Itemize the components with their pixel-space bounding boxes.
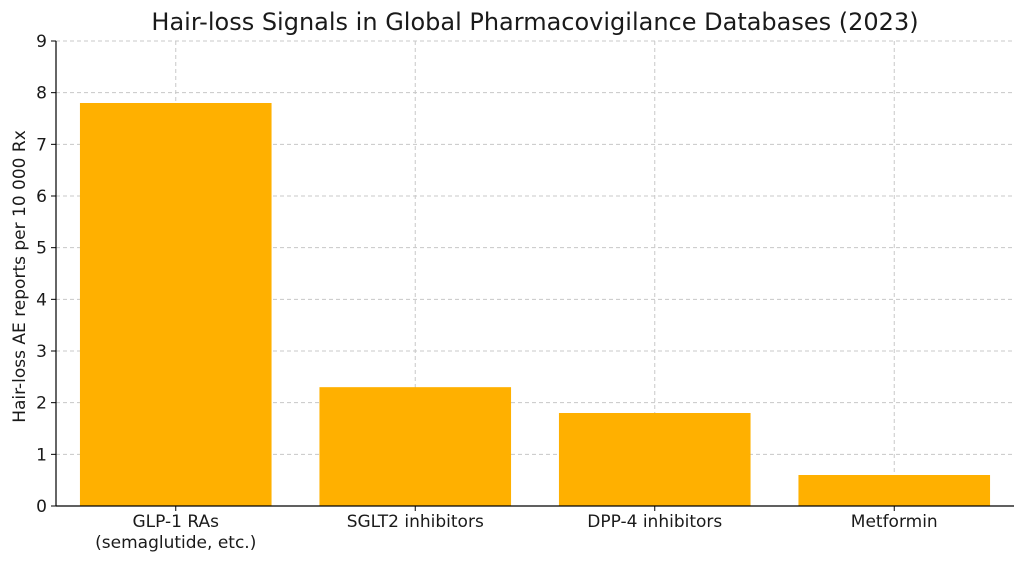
y-axis-label: Hair-loss AE reports per 10 000 Rx <box>10 130 30 423</box>
x-tick-label: Metformin <box>851 512 938 532</box>
axes <box>51 40 1014 511</box>
y-tick-label: 4 <box>36 290 47 310</box>
bar <box>798 475 991 506</box>
bar <box>319 387 512 506</box>
x-tick-label: GLP-1 RAs (semaglutide, etc.) <box>95 512 256 553</box>
x-tick-label: DPP-4 inhibitors <box>587 512 722 532</box>
y-tick-label: 2 <box>36 394 47 414</box>
x-tick-label: SGLT2 inhibitors <box>347 512 484 532</box>
bar <box>79 103 272 506</box>
labels: Hair-loss Signals in Global Pharmacovigi… <box>10 8 938 553</box>
y-tick-label: 0 <box>36 497 47 517</box>
y-tick-label: 6 <box>36 187 47 207</box>
y-tick-label: 8 <box>36 84 47 104</box>
chart-title: Hair-loss Signals in Global Pharmacovigi… <box>151 8 918 36</box>
y-tick-label: 3 <box>36 342 47 362</box>
grid <box>56 40 1014 507</box>
y-tick-label: 5 <box>36 239 47 259</box>
y-tick-label: 7 <box>36 135 47 155</box>
y-tick-label: 1 <box>36 445 47 465</box>
bar <box>558 413 751 506</box>
y-tick-label: 9 <box>36 32 47 52</box>
bars <box>79 103 991 506</box>
